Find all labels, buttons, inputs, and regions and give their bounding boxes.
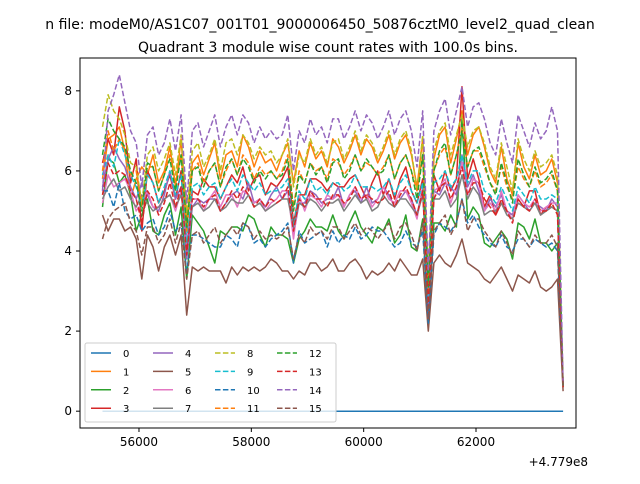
legend-label-9: 9 xyxy=(247,367,253,378)
legend-label-4: 4 xyxy=(185,349,191,360)
x-tick-label: 58000 xyxy=(232,435,270,449)
y-tick-label: 6 xyxy=(64,164,72,178)
y-tick-label: 2 xyxy=(64,324,72,338)
legend-label-11: 11 xyxy=(247,404,260,415)
series-line-5 xyxy=(101,214,564,392)
chart-suptitle: n file: modeM0/AS1C07_001T01_9000006450_… xyxy=(45,17,594,33)
series-line-15 xyxy=(101,198,564,388)
x-tick-label: 60000 xyxy=(345,435,383,449)
legend-label-1: 1 xyxy=(123,367,129,378)
legend-label-15: 15 xyxy=(309,404,322,415)
series-layer xyxy=(101,74,564,412)
series-line-13 xyxy=(101,162,564,388)
plot-frame xyxy=(79,57,577,429)
legend-box xyxy=(84,342,337,423)
legend-label-10: 10 xyxy=(247,386,260,397)
legend-label-6: 6 xyxy=(185,386,191,397)
chart-title: Quadrant 3 module wise count rates with … xyxy=(138,40,518,56)
series-line-8 xyxy=(101,94,564,388)
series-line-7 xyxy=(101,174,564,388)
legend-label-3: 3 xyxy=(123,404,129,415)
legend-label-14: 14 xyxy=(309,386,322,397)
x-axis: 56000 58000 60000 62000 xyxy=(120,428,495,449)
legend-label-8: 8 xyxy=(247,349,253,360)
legend-label-0: 0 xyxy=(123,349,129,360)
x-tick-label: 56000 xyxy=(120,435,158,449)
series-line-14 xyxy=(101,74,564,384)
series-line-1 xyxy=(101,110,564,388)
legend-label-7: 7 xyxy=(185,404,191,415)
x-tick-label: 62000 xyxy=(457,435,495,449)
legend-label-5: 5 xyxy=(185,367,191,378)
series-line-12 xyxy=(101,118,564,388)
y-tick-label: 4 xyxy=(64,244,72,258)
legend-label-2: 2 xyxy=(123,386,129,397)
y-tick-label: 0 xyxy=(64,404,72,418)
x-offset-label: +4.779e8 xyxy=(529,455,588,469)
legend-label-13: 13 xyxy=(309,367,322,378)
legend-label-12: 12 xyxy=(309,349,322,360)
series-line-10 xyxy=(102,182,564,388)
y-tick-label: 8 xyxy=(64,84,72,98)
series-line-2 xyxy=(101,118,564,388)
series-line-9 xyxy=(101,138,564,388)
y-axis: 0 2 4 6 8 xyxy=(64,84,80,418)
